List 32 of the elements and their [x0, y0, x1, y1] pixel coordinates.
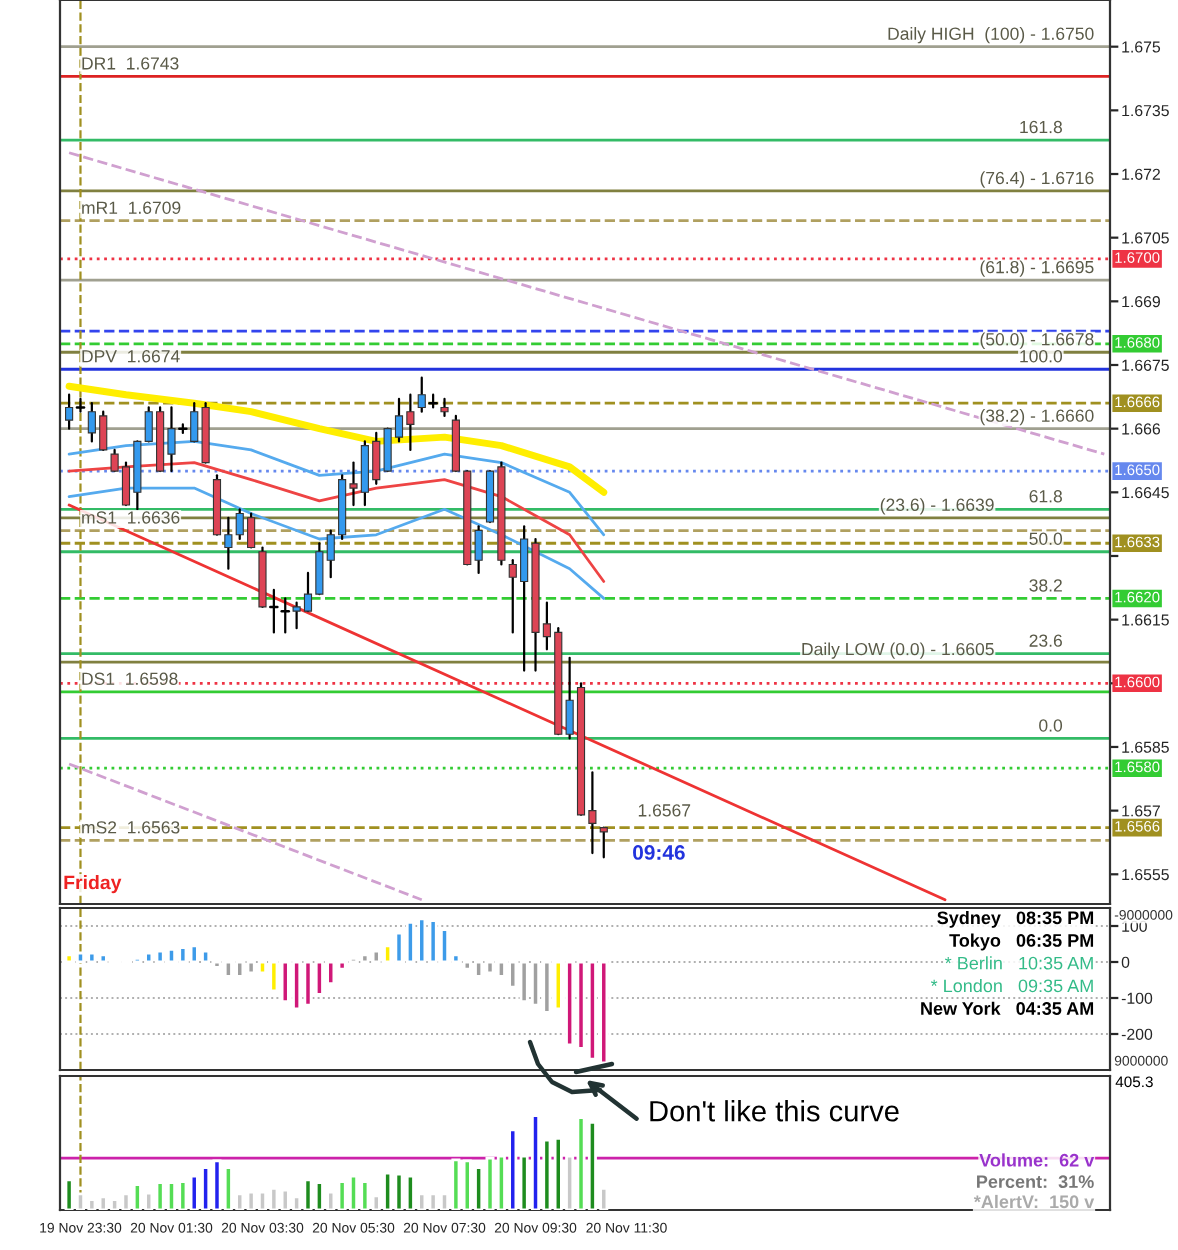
annotation: DR1 1.6743 — [82, 57, 179, 70]
annotation: 100.0 — [1020, 350, 1063, 363]
annotation: Friday — [64, 875, 122, 894]
annotation: DPV 1.6674 — [82, 350, 180, 363]
annotation: 23.6 — [1029, 634, 1062, 647]
annotation: 09:46 — [633, 845, 685, 860]
annotation: Sydney 08:35 PM — [937, 910, 1094, 928]
annotation: (50.0) - 1.6678 — [980, 332, 1094, 349]
annotation: (23.6) - 1.6639 — [880, 498, 994, 515]
annotation: (76.4) - 1.6716 — [980, 171, 1094, 188]
annotation: Daily HIGH (100) - 1.6750 — [888, 27, 1094, 44]
annotation: Daily LOW (0.0) - 1.6605 — [802, 642, 994, 659]
annotation: New York 04:35 AM — [921, 1001, 1094, 1015]
annotation: mS2 1.6563 — [82, 821, 180, 834]
annotation: (38.2) - 1.6660 — [980, 409, 1094, 426]
annotation: Percent: 31% — [977, 1175, 1094, 1189]
annotation: Volume: 62 v — [979, 1153, 1095, 1167]
annotation: Don't like this curve — [650, 1100, 899, 1122]
annotation: Tokyo 06:35 PM — [949, 933, 1094, 951]
annotation: 38.2 — [1029, 579, 1062, 592]
annotation: 0.0 — [1039, 719, 1063, 732]
annotation: *AlertV: 150 v — [973, 1194, 1095, 1209]
annotation: 1.6567 — [638, 804, 691, 817]
annotation: * Berlin 10:35 AM — [945, 956, 1093, 970]
annotation: mS1 1.6636 — [82, 511, 180, 524]
annotation: 50.0 — [1029, 532, 1063, 545]
annotation: * London 09:35 AM — [930, 978, 1093, 993]
annotation: mR1 1.6709 — [82, 201, 181, 214]
annotation: 161.8 — [1020, 120, 1062, 134]
annotation: DS1 1.6598 — [82, 672, 178, 685]
annotation: 61.8 — [1029, 490, 1062, 503]
annotation: (61.8) - 1.6695 — [980, 260, 1094, 277]
